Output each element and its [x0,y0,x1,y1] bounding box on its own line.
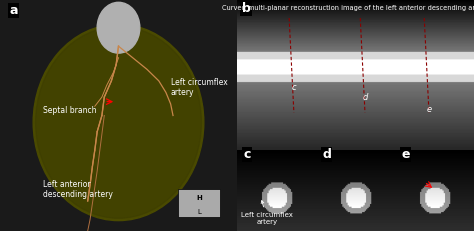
Ellipse shape [97,2,140,53]
Text: L: L [197,209,201,215]
Text: d: d [362,93,368,102]
Text: c: c [243,148,251,161]
Text: c: c [292,82,296,91]
FancyBboxPatch shape [178,189,220,217]
Text: Left circumflex
artery: Left circumflex artery [171,78,228,97]
Text: b: b [242,2,251,15]
Text: e: e [401,148,410,161]
Text: Left circumflex
artery: Left circumflex artery [241,201,293,225]
Text: Curved multi-planar reconstruction image of the left anterior descending artery: Curved multi-planar reconstruction image… [222,5,474,10]
Text: a: a [9,4,18,17]
Ellipse shape [33,24,204,221]
Text: e: e [427,105,431,114]
Text: Septal branch: Septal branch [43,106,96,115]
Text: Left anterior
descending artery: Left anterior descending artery [43,180,112,199]
Ellipse shape [36,27,201,218]
Text: d: d [322,148,331,161]
Text: H: H [196,195,202,201]
